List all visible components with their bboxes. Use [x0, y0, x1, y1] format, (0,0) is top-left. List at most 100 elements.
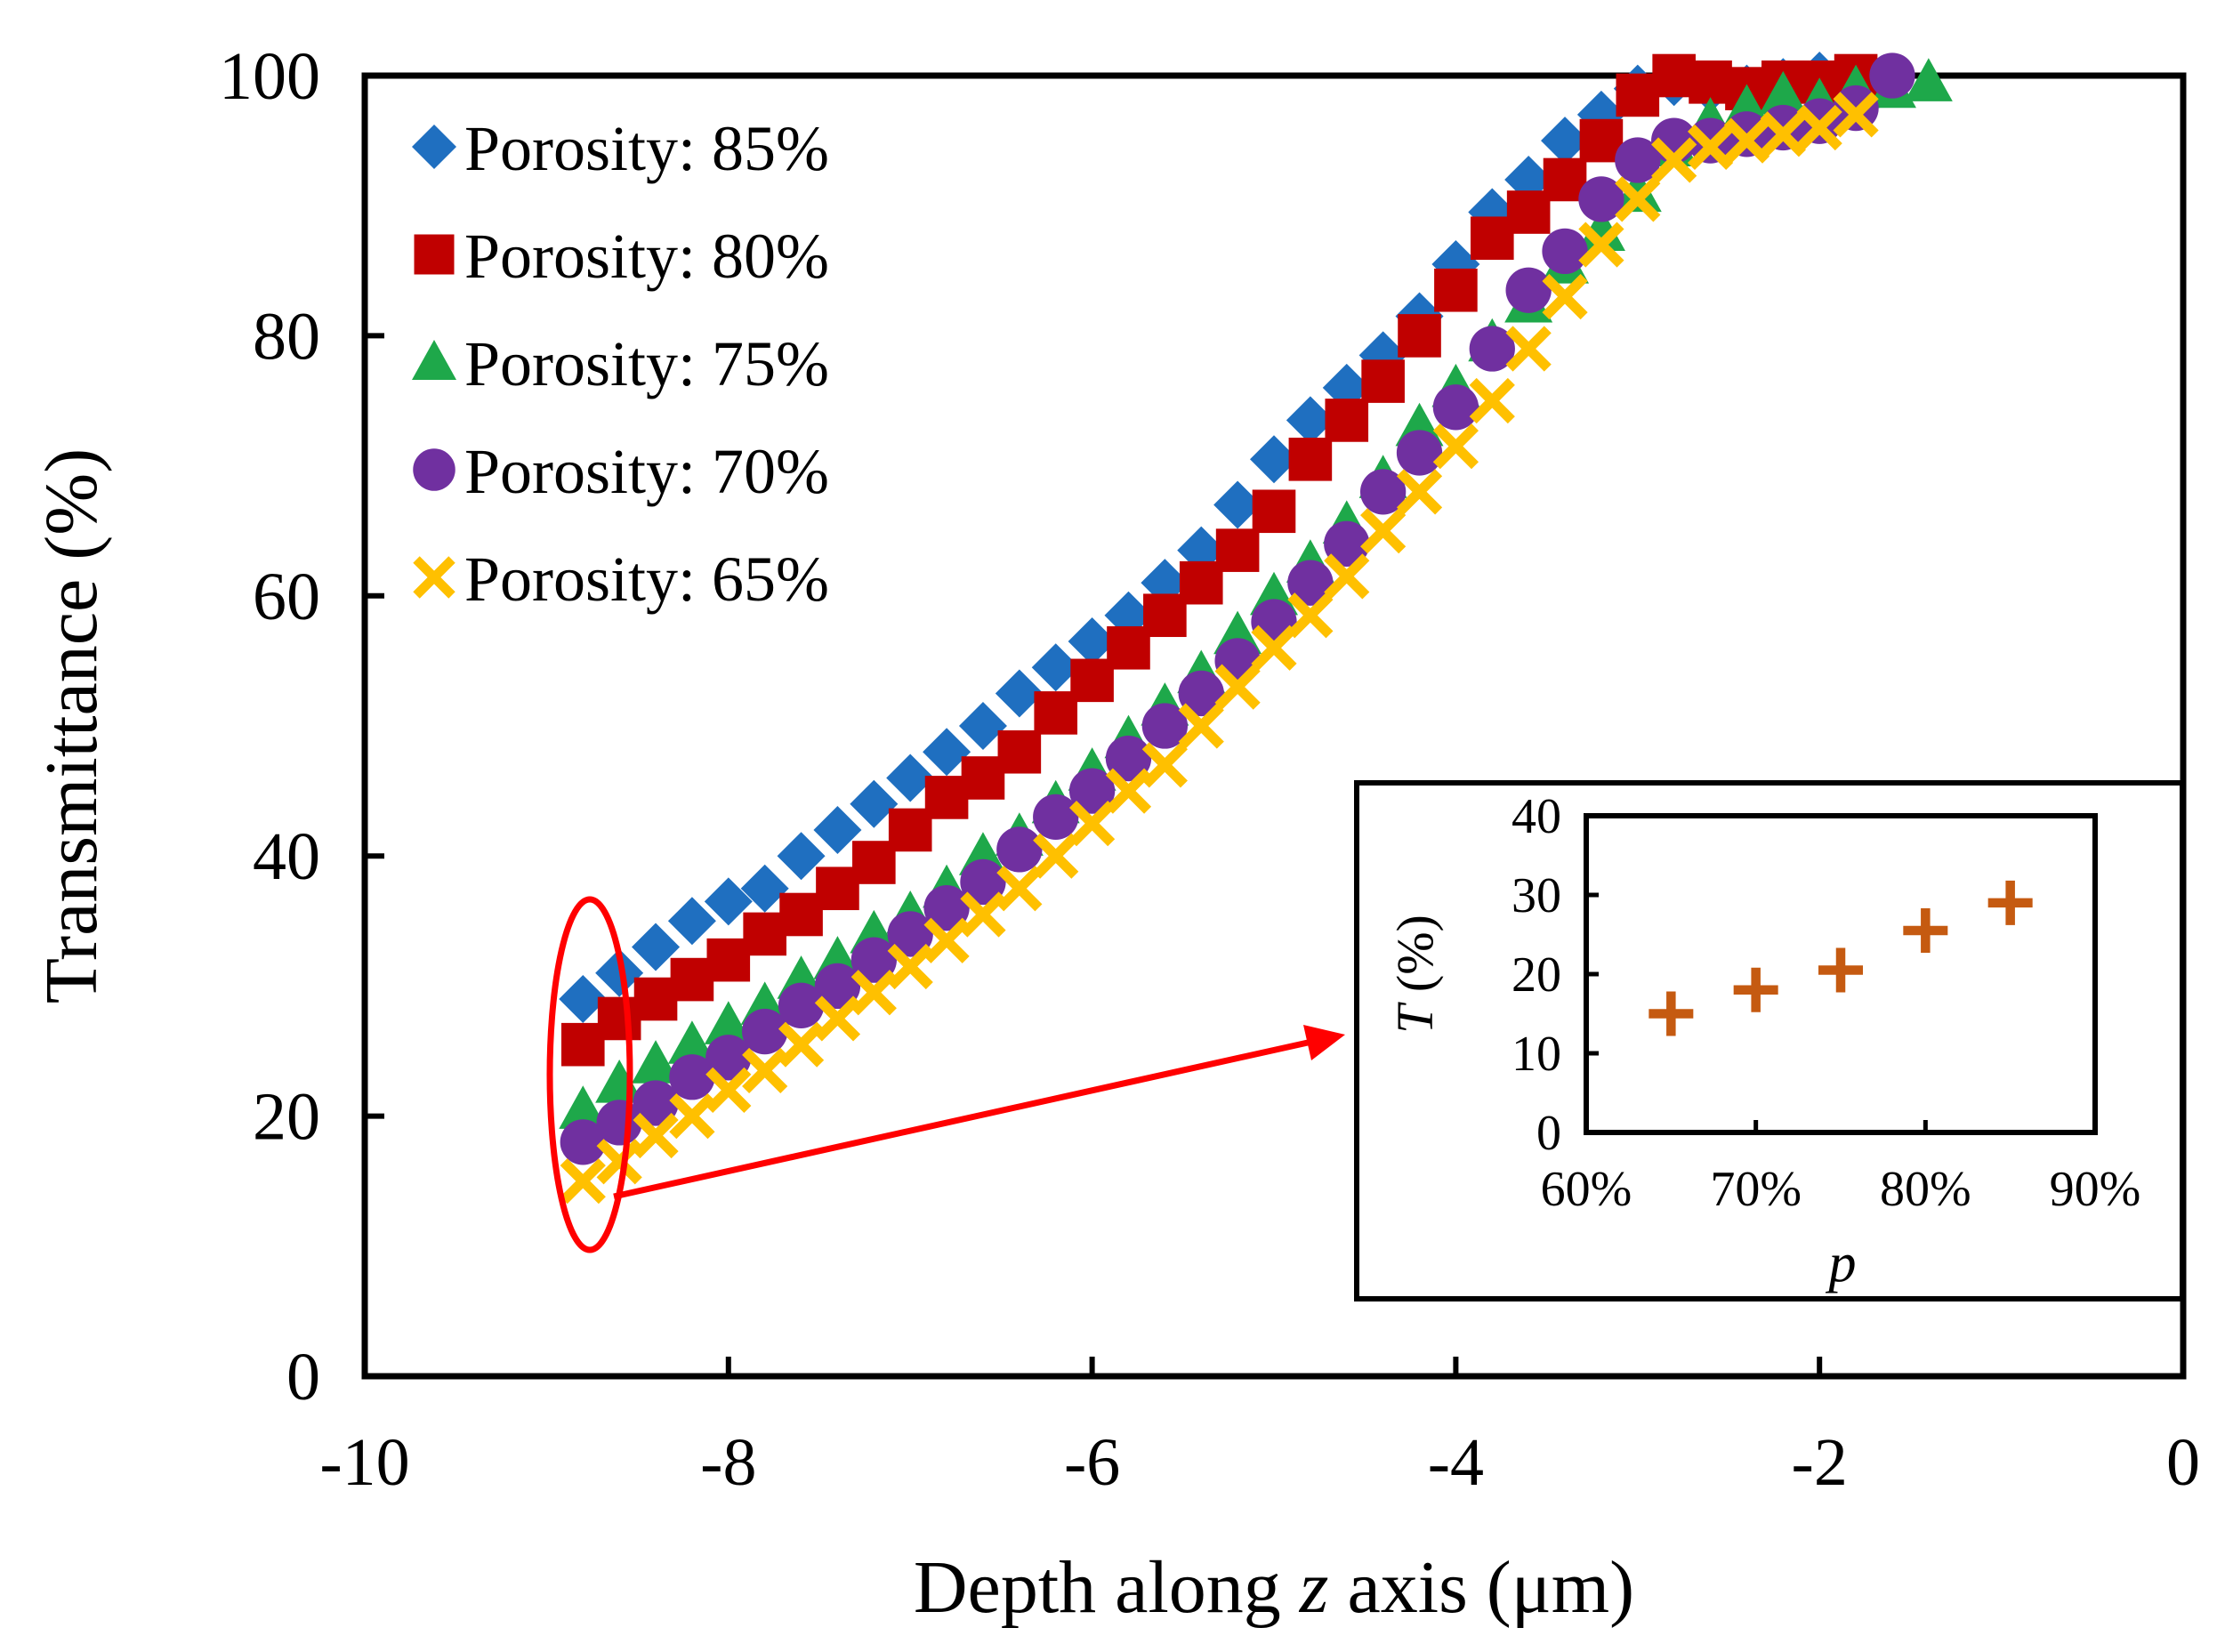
data-point-x — [1287, 592, 1334, 639]
x-tick-label: -10 — [319, 1425, 409, 1500]
x-tick-label: -4 — [1428, 1425, 1484, 1500]
series-circle — [560, 52, 1915, 1165]
data-point-x — [1723, 117, 1770, 164]
y-axis-label: Transmittance (%) — [30, 448, 113, 1003]
data-point-diamond — [995, 669, 1044, 718]
legend-marker-diamond — [412, 125, 456, 169]
data-point-x — [1505, 326, 1552, 372]
y-tick-label: 60 — [253, 560, 320, 634]
data-point-circle — [1324, 520, 1370, 567]
data-point-triangle — [1759, 70, 1808, 115]
data-point-square — [1288, 437, 1333, 481]
data-point-circle — [1542, 228, 1588, 275]
data-point-diamond — [559, 975, 608, 1024]
data-point-circle — [1359, 469, 1407, 515]
inset-y-axis-label-variable: T — [1386, 1002, 1444, 1034]
data-point-square — [560, 1022, 605, 1067]
annotation — [546, 896, 1345, 1253]
data-point-square — [1506, 190, 1551, 234]
legend-label: Porosity: 80% — [464, 221, 829, 292]
data-point-x — [1615, 176, 1661, 222]
inset-ticks: 60% 70% 80% 90% 0 10 20 30 40 — [1512, 789, 2140, 1217]
data-point-square — [1616, 73, 1660, 117]
data-point-x — [1578, 222, 1624, 268]
data-point-x — [1469, 377, 1515, 424]
data-point-triangle — [1576, 207, 1625, 252]
inset-data-point — [1818, 947, 1863, 993]
legend-item: Porosity: 65% — [413, 544, 829, 615]
data-point-circle — [1068, 768, 1116, 814]
data-point-x — [596, 1139, 642, 1185]
data-point-x — [1178, 703, 1224, 749]
y-tick-label: 100 — [219, 39, 320, 114]
data-point-square — [1252, 489, 1296, 534]
inset-y-axis-label-suffix: (%) — [1386, 915, 1444, 1004]
data-point-diamond — [958, 702, 1007, 750]
data-point-square — [743, 912, 786, 956]
data-point-triangle — [1613, 168, 1662, 213]
x-tick-label: 0 — [2166, 1425, 2200, 1500]
data-point-circle — [1469, 326, 1515, 372]
inset-y-axis-label: T (%) — [1386, 915, 1444, 1034]
data-point-square — [924, 776, 969, 819]
data-point-x — [887, 943, 933, 990]
legend-marker-x — [413, 556, 455, 599]
data-point-x — [996, 866, 1043, 912]
data-point-diamond — [886, 753, 935, 802]
data-point-x — [814, 995, 861, 1042]
data-point-square — [1361, 359, 1405, 403]
y-tick-label: 0 — [286, 1340, 320, 1414]
data-point-x — [1432, 423, 1479, 470]
data-point-x — [1687, 124, 1734, 171]
data-point-x — [1214, 664, 1261, 710]
y-tick-label: 80 — [253, 299, 320, 374]
data-point-square — [779, 892, 823, 937]
data-point-diamond — [850, 779, 899, 828]
inset-outer-box — [1354, 780, 2185, 1301]
inset-y-tick-label: 40 — [1512, 789, 1561, 844]
inset-y-tick-label: 30 — [1512, 868, 1561, 923]
legend: Porosity: 85% Porosity: 80% Porosity: 75% P… — [412, 113, 829, 615]
legend-item: Porosity: 70% — [413, 436, 829, 507]
data-point-diamond — [813, 805, 862, 854]
data-point-diamond — [923, 728, 971, 777]
data-point-square — [1652, 53, 1696, 98]
data-point-diamond — [1286, 396, 1334, 445]
data-point-circle — [814, 963, 861, 1010]
inset-y-tick-label: 0 — [1536, 1106, 1561, 1161]
data-point-circle — [1287, 560, 1334, 606]
legend-label: Porosity: 65% — [464, 544, 829, 615]
highlight-arrow-head — [1303, 1025, 1345, 1060]
inset-x-tick-label: 70% — [1710, 1162, 1802, 1217]
series-x — [560, 92, 1879, 1205]
data-point-diamond — [704, 877, 753, 926]
data-point-x — [1105, 768, 1152, 814]
x-tick-label: -8 — [700, 1425, 756, 1500]
inset-data-point — [1733, 967, 1778, 1012]
data-point-diamond — [595, 948, 644, 997]
inset-x-tick-label: 60% — [1541, 1162, 1632, 1217]
x-axis-label-variable: z — [1299, 1546, 1329, 1629]
legend-marker-square — [414, 234, 455, 275]
data-point-square — [1325, 399, 1369, 442]
data-point-circle — [669, 1054, 715, 1100]
data-point-square — [852, 841, 896, 884]
data-point-diamond — [632, 923, 681, 971]
data-point-circle — [923, 885, 970, 931]
data-point-square — [597, 996, 641, 1041]
data-point-circle — [850, 937, 897, 983]
data-point-square — [1689, 60, 1732, 104]
data-point-diamond — [740, 864, 789, 913]
data-point-x — [778, 1021, 825, 1068]
legend-item: Porosity: 75% — [412, 328, 829, 399]
data-point-triangle — [667, 1020, 716, 1064]
data-point-circle — [887, 911, 933, 957]
inset-x-axis-label: p — [1826, 1233, 1857, 1293]
data-point-x — [1833, 92, 1879, 138]
inset-data-point — [1649, 991, 1694, 1036]
data-point-triangle — [704, 1001, 753, 1044]
data-point-x — [560, 1158, 606, 1205]
